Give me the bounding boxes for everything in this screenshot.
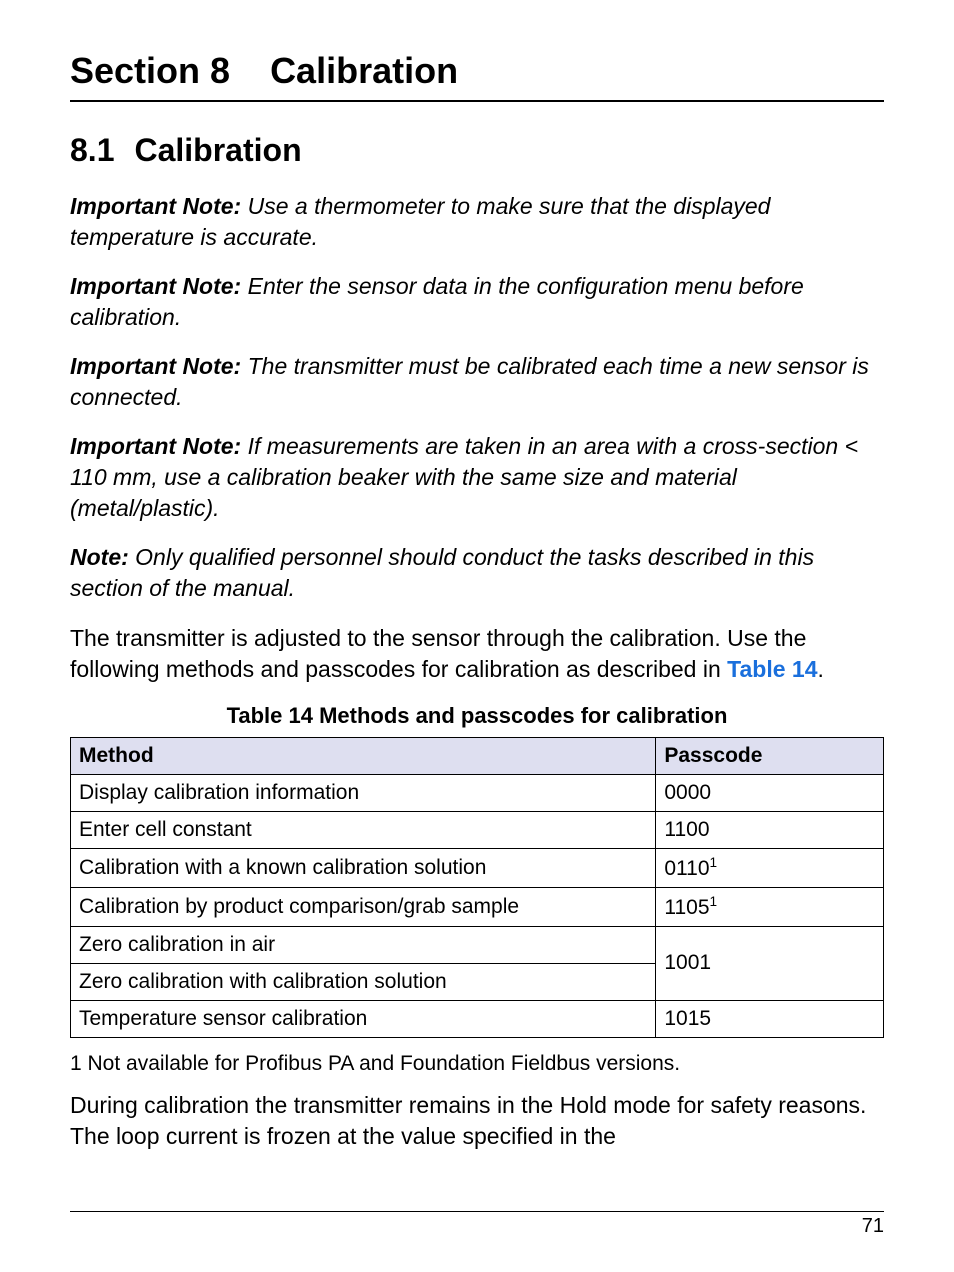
intro-paragraph: The transmitter is adjusted to the senso…: [70, 623, 884, 685]
note-label: Note:: [70, 544, 135, 570]
table-reference-link[interactable]: Table 14: [727, 656, 817, 682]
cell-method: Calibration by product comparison/grab s…: [71, 887, 656, 926]
cell-method: Temperature sensor calibration: [71, 1000, 656, 1037]
cell-passcode: 01101: [656, 848, 884, 887]
subsection-title-text: Calibration: [134, 132, 301, 168]
note-label: Important Note:: [70, 193, 248, 219]
footnote-ref: 1: [710, 894, 718, 909]
table-row: Calibration with a known calibration sol…: [71, 848, 884, 887]
section-title-text: Calibration: [270, 50, 458, 91]
note-label: Important Note:: [70, 273, 248, 299]
table-row: Zero calibration in air 1001: [71, 926, 884, 963]
note-paragraph: Important Note: The transmitter must be …: [70, 351, 884, 413]
cell-method: Zero calibration in air: [71, 926, 656, 963]
table-row: Display calibration information 0000: [71, 774, 884, 811]
cell-passcode: 1015: [656, 1000, 884, 1037]
page-number: 71: [862, 1215, 884, 1238]
section-heading: Section 8 Calibration: [70, 50, 884, 102]
note-label: Important Note:: [70, 353, 248, 379]
note-paragraph: Important Note: Enter the sensor data in…: [70, 271, 884, 333]
note-paragraph: Important Note: If measurements are take…: [70, 431, 884, 524]
table-row: Temperature sensor calibration 1015: [71, 1000, 884, 1037]
note-label: Important Note:: [70, 433, 248, 459]
note-text: Only qualified personnel should conduct …: [70, 544, 814, 601]
cell-passcode: 1100: [656, 811, 884, 848]
table-row: Calibration by product comparison/grab s…: [71, 887, 884, 926]
cell-method: Display calibration information: [71, 774, 656, 811]
section-label: Section 8: [70, 50, 230, 91]
cell-passcode: 0000: [656, 774, 884, 811]
intro-post: .: [818, 656, 824, 682]
table-header-row: Method Passcode: [71, 737, 884, 774]
intro-pre: The transmitter is adjusted to the senso…: [70, 625, 806, 682]
note-paragraph: Note: Only qualified personnel should co…: [70, 542, 884, 604]
note-paragraph: Important Note: Use a thermometer to mak…: [70, 191, 884, 253]
table-row: Enter cell constant 1100: [71, 811, 884, 848]
cell-method: Calibration with a known calibration sol…: [71, 848, 656, 887]
closing-paragraph: During calibration the transmitter remai…: [70, 1090, 884, 1152]
subsection-number: 8.1: [70, 132, 114, 168]
cell-method: Zero calibration with calibration soluti…: [71, 963, 656, 1000]
cell-passcode: 1001: [656, 926, 884, 1000]
cell-passcode: 11051: [656, 887, 884, 926]
document-page: Section 8 Calibration 8.1 Calibration Impo…: [0, 0, 954, 1272]
footnote-ref: 1: [710, 855, 718, 870]
footer-rule: [70, 1211, 884, 1212]
table-caption: Table 14 Methods and passcodes for calib…: [70, 703, 884, 729]
table-footnote: 1 Not available for Profibus PA and Foun…: [70, 1052, 884, 1076]
cell-method: Enter cell constant: [71, 811, 656, 848]
header-passcode: Passcode: [656, 737, 884, 774]
header-method: Method: [71, 737, 656, 774]
subsection-heading: 8.1 Calibration: [70, 132, 884, 169]
calibration-methods-table: Method Passcode Display calibration info…: [70, 737, 884, 1038]
